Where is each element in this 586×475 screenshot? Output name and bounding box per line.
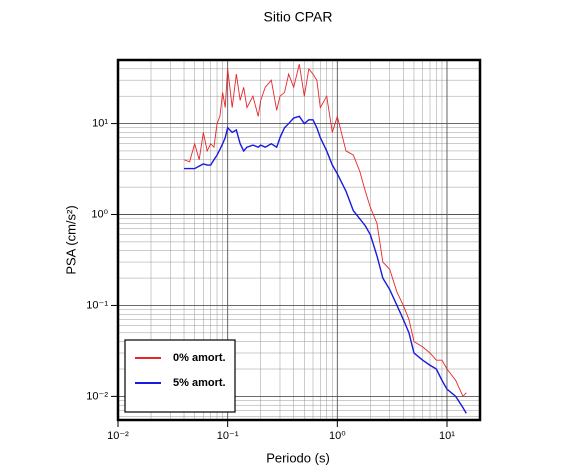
series-line	[183, 64, 467, 398]
x-axis-label: Periodo (s)	[266, 450, 330, 465]
x-tick-label: 10⁰	[329, 430, 346, 442]
y-tick-label: 10⁻²	[86, 390, 108, 402]
chart-title: Sitio CPAR	[264, 9, 333, 25]
y-tick-label: 10¹	[92, 117, 108, 129]
y-axis-label: PSA (cm/s²)	[63, 205, 78, 274]
legend-box	[124, 339, 236, 413]
legend-label: 5% amort.	[173, 377, 226, 389]
x-tick-label: 10⁻²	[107, 430, 129, 442]
plot-frame	[116, 58, 482, 422]
y-tick-label: 10⁻¹	[86, 299, 108, 311]
x-tick-label: 10⁻¹	[217, 430, 239, 442]
series-line	[184, 115, 467, 414]
legend-label: 0% amort.	[173, 352, 226, 364]
y-tick-label: 10⁰	[91, 208, 108, 220]
x-tick-label: 10¹	[439, 430, 455, 442]
